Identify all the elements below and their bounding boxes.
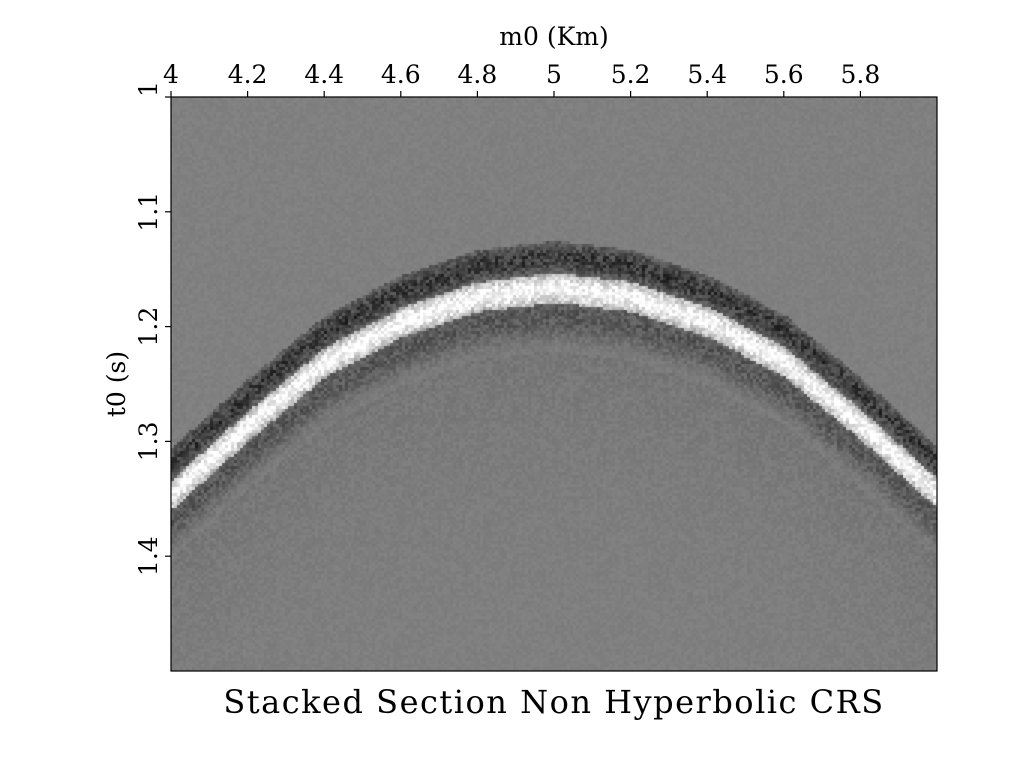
x-axis-label: m0 (Km)	[499, 22, 608, 51]
y-tick-label: 1.4	[134, 536, 163, 576]
x-tick-label: 4.4	[304, 60, 344, 89]
x-tick-label: 4.2	[228, 60, 268, 89]
x-tick-label: 5.2	[611, 60, 651, 89]
x-tick-label: 5.4	[687, 60, 727, 89]
y-tick-label: 1.3	[134, 422, 163, 462]
x-axis-ticks: 4 4.2 4.4 4.6 4.8 5 5.2 5.4 5.6 5.8	[163, 60, 880, 97]
x-tick-label: 4.6	[381, 60, 421, 89]
x-tick-label: 5.6	[764, 60, 804, 89]
x-tick-label: 5.8	[841, 60, 881, 89]
x-tick-label: 4.8	[458, 60, 498, 89]
y-tick-label: 1.2	[134, 307, 163, 347]
y-tick-label: 1.1	[134, 192, 163, 232]
y-axis-ticks: 1 1.1 1.2 1.3 1.4	[134, 81, 171, 576]
x-tick-label: 5	[546, 60, 562, 89]
y-tick-label: 1	[134, 81, 163, 97]
plot-frame	[170, 96, 938, 672]
chart-title: Stacked Section Non Hyperbolic CRS	[223, 683, 884, 721]
y-axis-label: t0 (s)	[102, 351, 131, 417]
seismic-section-image	[171, 97, 937, 671]
x-tick-label: 4	[163, 60, 179, 89]
